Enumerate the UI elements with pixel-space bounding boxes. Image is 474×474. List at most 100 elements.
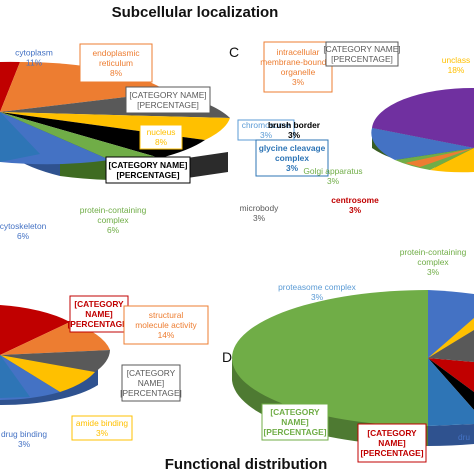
pie-c-slice-blue (371, 128, 474, 160)
data-label-text: intracellular (277, 47, 320, 57)
pie-c-slice-gold (430, 148, 474, 173)
data-label-text: dru (458, 432, 470, 442)
data-label-text: cytoplasm (15, 48, 53, 58)
pie-top-right (371, 87, 474, 173)
data-label-box (263, 41, 333, 93)
data-label-text: 8% (155, 137, 168, 147)
pie-b-slice-teal (0, 355, 30, 398)
data-label-text: complex (97, 215, 129, 225)
pie-a-slice-green (0, 112, 160, 161)
panel-letter-d: D (222, 349, 232, 365)
data-label-box (255, 139, 329, 177)
data-label-text: 3% (349, 205, 362, 215)
data-label-text: 6% (107, 225, 120, 235)
data-label-box (69, 295, 129, 333)
data-label-1-1: [CATEGORY NAME][PERCENTAGE] (323, 41, 401, 67)
pie-d-slice-gray (428, 330, 474, 362)
pie-b-slice-gray (0, 350, 110, 372)
data-label-text: [PERCENTAGE] (331, 54, 393, 64)
data-label-text: 3% (18, 439, 31, 449)
data-label-text: NAME] (85, 309, 113, 319)
data-label-text: NAME] (138, 378, 165, 388)
data-label-box (71, 415, 133, 441)
title-functional: Functional distribution (165, 456, 327, 473)
data-label-text: [PERCENTAGE] (116, 170, 179, 180)
data-label-box (357, 423, 427, 463)
data-label-text: [CATEGORY (127, 368, 176, 378)
data-label-text: organelle (281, 67, 316, 77)
data-label-text: amide binding (76, 418, 128, 428)
data-label-text: protein-containing (80, 205, 147, 215)
data-label-text: complex (275, 153, 309, 163)
data-label-text: 3% (96, 428, 109, 438)
pie-a-slice-teal (0, 112, 40, 162)
data-label-text: NAME] (281, 417, 309, 427)
data-label-text: 3% (427, 267, 440, 277)
data-label-text: 3% (253, 213, 266, 223)
data-label-box (79, 43, 153, 83)
pie-c-slice-purple (372, 87, 474, 148)
data-label-box (105, 156, 191, 184)
data-label-box (139, 124, 183, 150)
title-subcellular: Subcellular localization (112, 4, 279, 21)
data-label-text: [CATEGORY NAME] (129, 90, 206, 100)
data-label-text: [CATEGORY (74, 299, 124, 309)
pie-d-slice-green (232, 290, 428, 426)
data-label-text: glycine cleavage (259, 143, 326, 153)
data-label-text: 11% (26, 58, 43, 68)
data-label-text: [PERCENTAGE] (137, 100, 199, 110)
data-label-text: 6% (17, 231, 30, 241)
data-label-text: nucleus (147, 127, 176, 137)
data-label-text: [CATEGORY (367, 428, 417, 438)
data-label-text: structural (149, 310, 184, 320)
pie-d-slice-teal (428, 358, 474, 426)
data-label-text: 3% (286, 163, 299, 173)
data-label-text: [CATEGORY (270, 407, 320, 417)
pie-d-side-blue (428, 424, 474, 446)
data-label-text: 3% (260, 130, 273, 140)
data-label-text: [PERCENTAGE] (263, 427, 326, 437)
data-label-text: unclass (442, 55, 470, 65)
data-label-text: 14% (158, 330, 175, 340)
data-label-text: [PERCENTAGE] (67, 319, 130, 329)
pie-bottom-left (0, 305, 110, 406)
data-label-text: drug binding (1, 429, 47, 439)
data-label-text: 3% (288, 130, 301, 140)
data-label-text: [CATEGORY NAME] (109, 160, 188, 170)
data-label-box (325, 41, 399, 67)
data-label-text: [CATEGORY NAME] (323, 44, 400, 54)
data-label-text: NAME] (378, 438, 406, 448)
data-label-text: 3% (327, 176, 340, 186)
pie-b-slice-gold (0, 355, 95, 392)
data-label-text: cytoskeleton (0, 221, 47, 231)
data-label-text: protein-containing (400, 247, 467, 257)
pie-a-slice-red (0, 61, 20, 112)
data-label-text: reticulum (99, 58, 133, 68)
data-label-box (123, 305, 209, 345)
data-label-0-2: [CATEGORY NAME][PERCENTAGE] (125, 86, 211, 114)
data-label-text: [PERCENTAGE] (360, 448, 423, 458)
data-label-box (125, 86, 211, 114)
panel-letter-c: C (229, 44, 239, 60)
data-label-text: Golgi apparatus (303, 166, 362, 176)
data-label-text: 8% (110, 68, 123, 78)
